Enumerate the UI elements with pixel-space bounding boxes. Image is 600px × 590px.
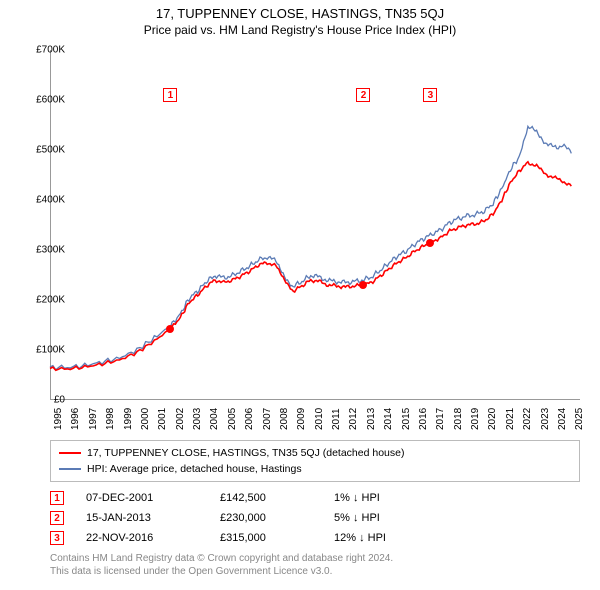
sale-price: £315,000 (220, 532, 330, 544)
x-tick-label: 2009 (296, 408, 307, 430)
x-tick-label: 2022 (522, 408, 533, 430)
sale-diff: 1% ↓ HPI (334, 492, 434, 504)
x-tick-label: 2004 (209, 408, 220, 430)
sale-diff: 5% ↓ HPI (334, 512, 434, 524)
x-tick-label: 2023 (540, 408, 551, 430)
table-row: 1 07-DEC-2001 £142,500 1% ↓ HPI (50, 488, 580, 508)
x-tick-label: 2010 (314, 408, 325, 430)
legend: 17, TUPPENNEY CLOSE, HASTINGS, TN35 5QJ … (50, 440, 580, 482)
x-tick-label: 2016 (418, 408, 429, 430)
x-tick-label: 2012 (348, 408, 359, 430)
x-tick-label: 2007 (262, 408, 273, 430)
x-tick-label: 1996 (70, 408, 81, 430)
y-tick-label: £500K (36, 145, 65, 156)
y-tick-label: £400K (36, 195, 65, 206)
x-tick-label: 2000 (140, 408, 151, 430)
series-hpi (50, 126, 571, 369)
arrow-down-icon: ↓ (353, 512, 359, 524)
x-tick-label: 1995 (53, 408, 64, 430)
footer-line-2: This data is licensed under the Open Gov… (50, 565, 393, 578)
x-tick-label: 2021 (505, 408, 516, 430)
sale-badge-chart: 1 (163, 88, 177, 102)
sale-badge-chart: 3 (423, 88, 437, 102)
x-tick-label: 2008 (279, 408, 290, 430)
x-tick-label: 2018 (453, 408, 464, 430)
legend-swatch (59, 468, 81, 470)
sale-price: £230,000 (220, 512, 330, 524)
sale-badge-3: 3 (50, 531, 64, 545)
footer: Contains HM Land Registry data © Crown c… (50, 552, 393, 578)
sales-table: 1 07-DEC-2001 £142,500 1% ↓ HPI 2 15-JAN… (50, 488, 580, 548)
table-row: 3 22-NOV-2016 £315,000 12% ↓ HPI (50, 528, 580, 548)
legend-label: HPI: Average price, detached house, Hast… (87, 461, 302, 477)
legend-label: 17, TUPPENNEY CLOSE, HASTINGS, TN35 5QJ … (87, 445, 404, 461)
x-tick-label: 2014 (383, 408, 394, 430)
y-tick-label: £700K (36, 45, 65, 56)
arrow-down-icon: ↓ (359, 532, 365, 544)
series-property (50, 162, 571, 370)
x-tick-label: 2002 (175, 408, 186, 430)
chart-title: 17, TUPPENNEY CLOSE, HASTINGS, TN35 5QJ (0, 6, 600, 21)
sale-badge-1: 1 (50, 491, 64, 505)
y-tick-label: £100K (36, 345, 65, 356)
title-block: 17, TUPPENNEY CLOSE, HASTINGS, TN35 5QJ … (0, 0, 600, 37)
x-tick-label: 2020 (487, 408, 498, 430)
x-tick-label: 1999 (123, 408, 134, 430)
legend-row-property: 17, TUPPENNEY CLOSE, HASTINGS, TN35 5QJ … (59, 445, 571, 461)
legend-row-hpi: HPI: Average price, detached house, Hast… (59, 461, 571, 477)
x-tick-label: 2019 (470, 408, 481, 430)
sale-date: 07-DEC-2001 (86, 492, 216, 504)
y-tick-label: £600K (36, 95, 65, 106)
sale-date: 15-JAN-2013 (86, 512, 216, 524)
sale-dot (166, 325, 174, 333)
x-tick-label: 2017 (435, 408, 446, 430)
x-tick-label: 1997 (88, 408, 99, 430)
sale-dot (359, 281, 367, 289)
sale-price: £142,500 (220, 492, 330, 504)
arrow-down-icon: ↓ (353, 492, 359, 504)
x-tick-label: 2003 (192, 408, 203, 430)
table-row: 2 15-JAN-2013 £230,000 5% ↓ HPI (50, 508, 580, 528)
x-tick-label: 2005 (227, 408, 238, 430)
sale-badge-chart: 2 (356, 88, 370, 102)
x-tick-label: 2013 (366, 408, 377, 430)
y-tick-label: £0 (54, 395, 65, 406)
legend-swatch (59, 452, 81, 454)
x-tick-label: 2011 (331, 408, 342, 430)
x-tick-label: 2025 (574, 408, 585, 430)
sale-badge-2: 2 (50, 511, 64, 525)
x-tick-label: 2015 (401, 408, 412, 430)
x-tick-label: 1998 (105, 408, 116, 430)
chart-subtitle: Price paid vs. HM Land Registry's House … (0, 23, 600, 37)
x-tick-label: 2001 (157, 408, 168, 430)
y-tick-label: £200K (36, 295, 65, 306)
sale-date: 22-NOV-2016 (86, 532, 216, 544)
sale-diff: 12% ↓ HPI (334, 532, 434, 544)
chart-lines (50, 50, 580, 400)
y-tick-label: £300K (36, 245, 65, 256)
footer-line-1: Contains HM Land Registry data © Crown c… (50, 552, 393, 565)
x-tick-label: 2024 (557, 408, 568, 430)
x-tick-label: 2006 (244, 408, 255, 430)
sale-dot (426, 239, 434, 247)
